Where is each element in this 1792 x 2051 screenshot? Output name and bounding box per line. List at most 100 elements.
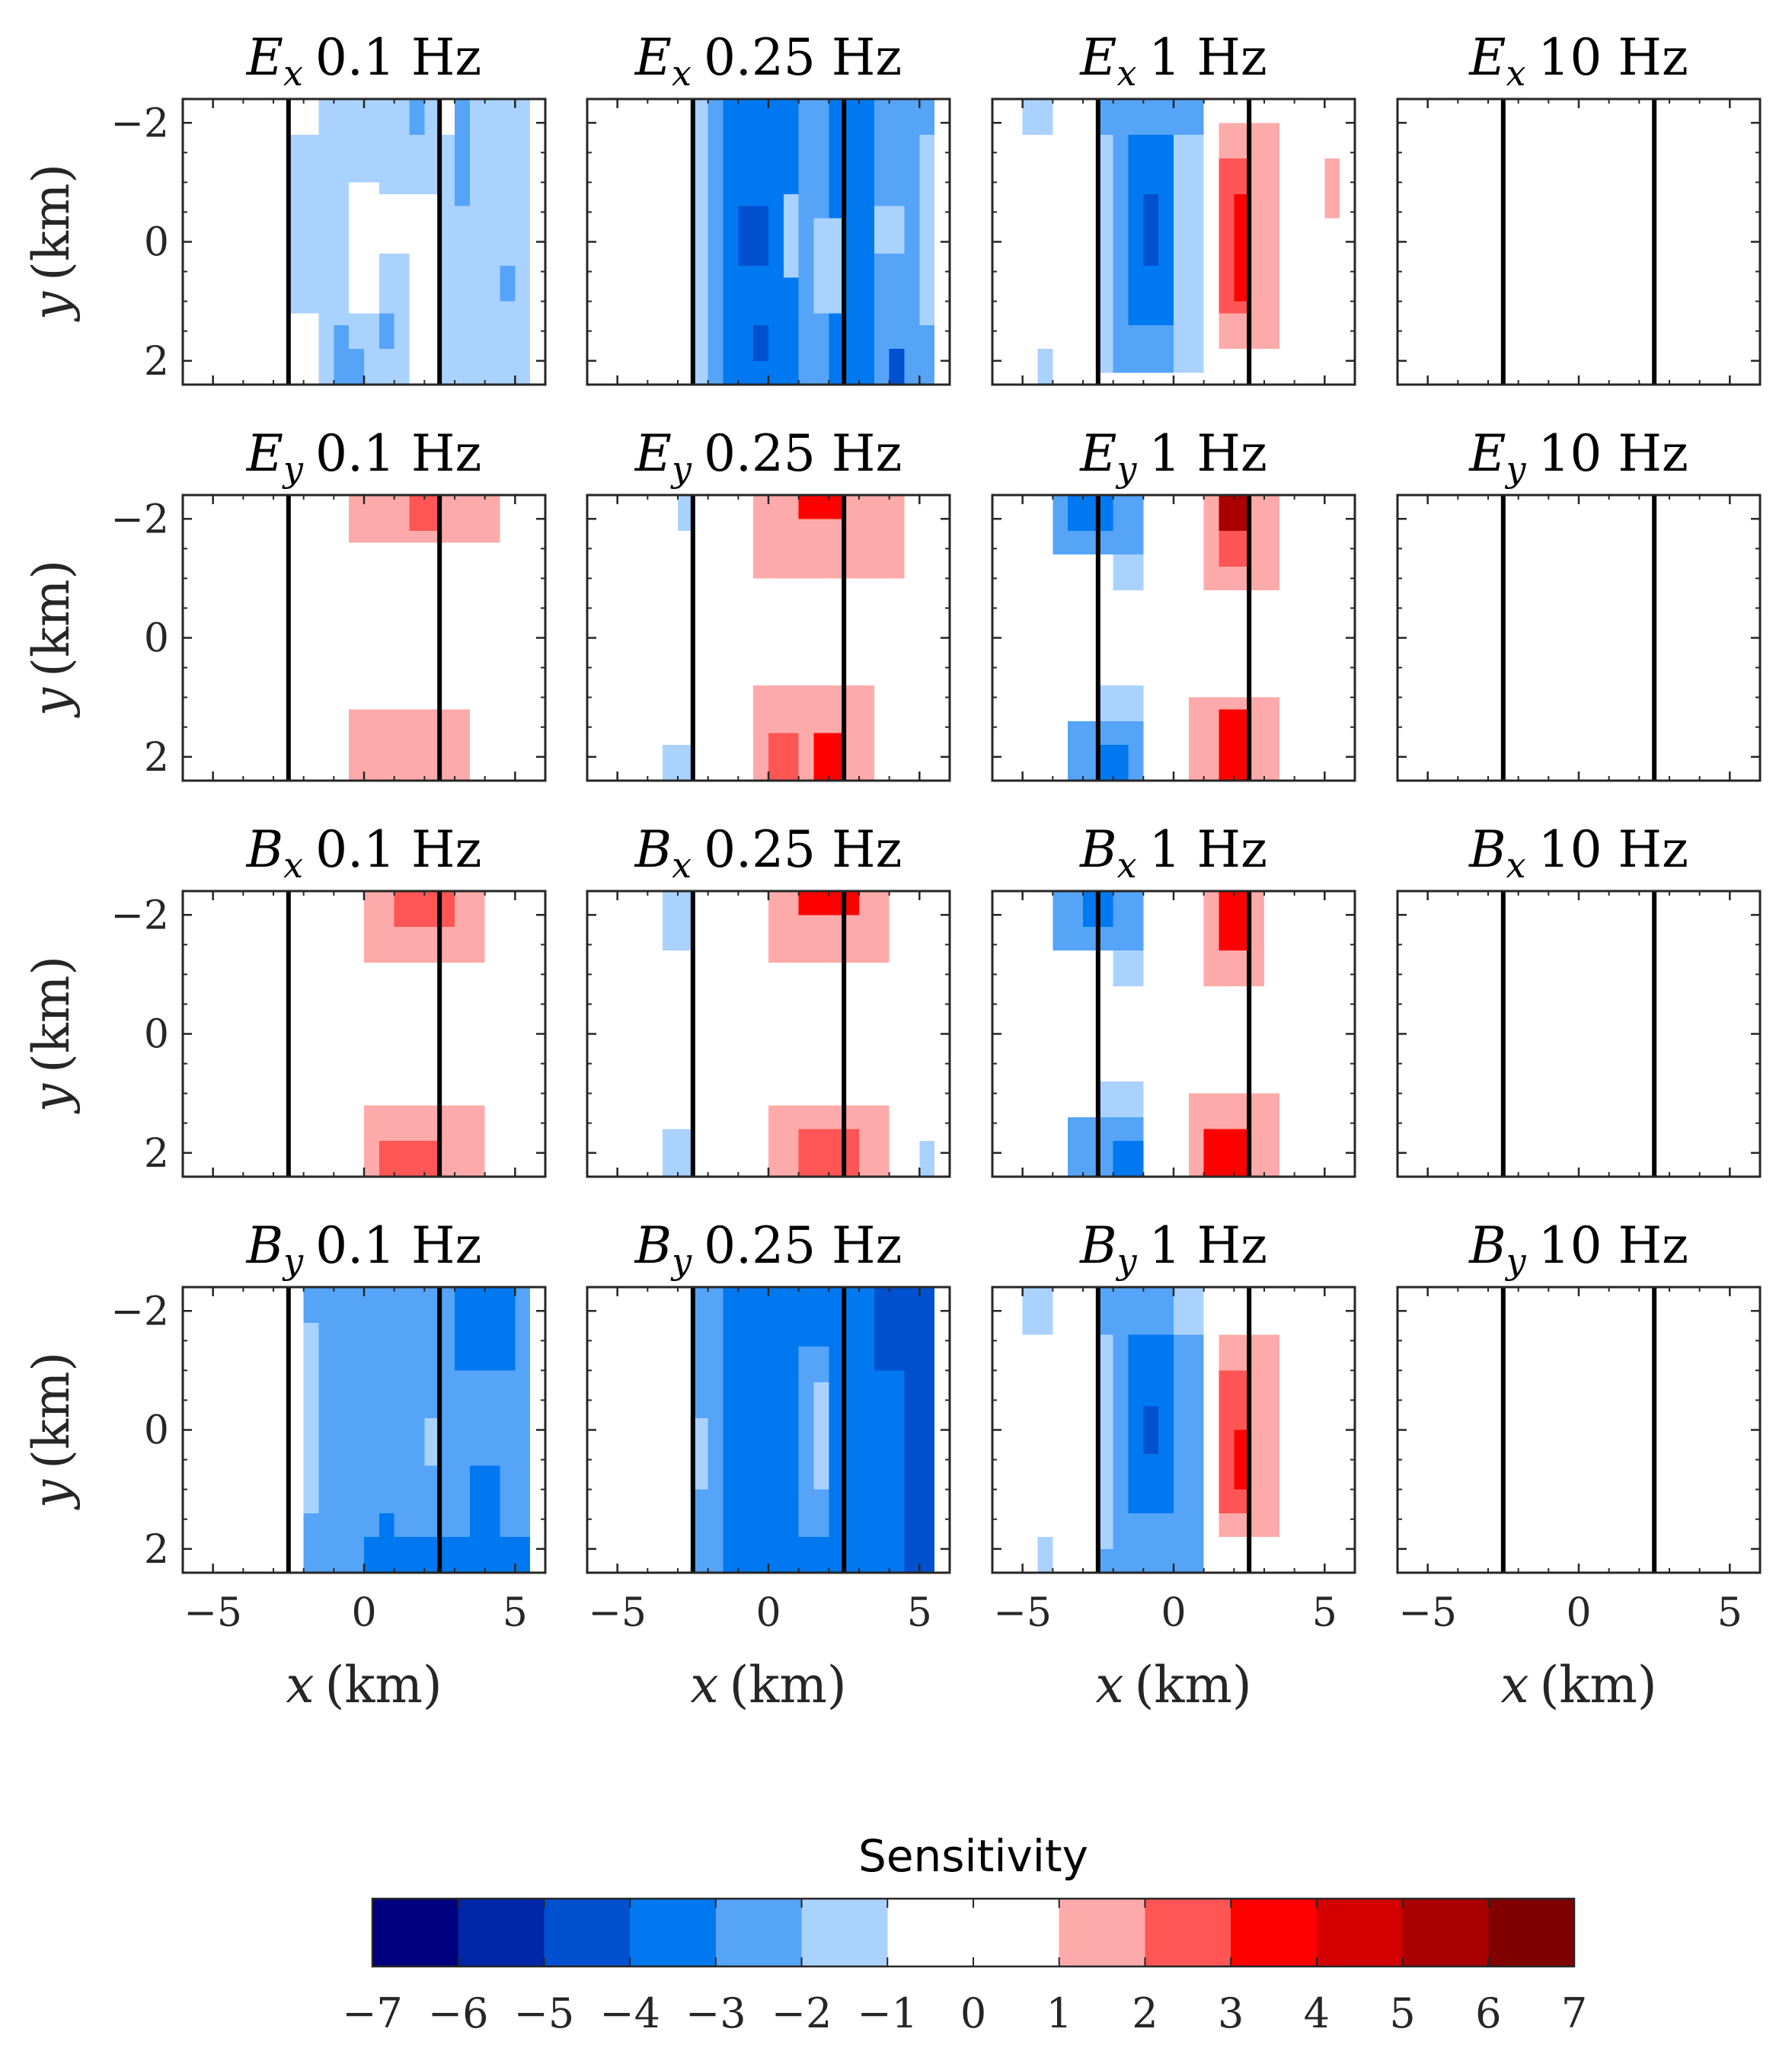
heatmap-cell	[409, 99, 425, 135]
heatmap-cell	[1143, 1406, 1159, 1454]
panel-title: By 1 Hz	[1079, 1216, 1267, 1282]
plot-background	[1398, 495, 1760, 781]
heatmap-cell	[379, 313, 394, 350]
heatmap-cell	[738, 206, 768, 266]
panel-title: Ey 1 Hz	[1079, 424, 1267, 490]
colorbar-segment	[1316, 1899, 1404, 1966]
panel-title-frequency: 0.25 Hz	[704, 28, 902, 87]
heatmap-cell	[1097, 1081, 1144, 1117]
panel-Ex-1Hz: Ex 1 Hz	[991, 28, 1356, 386]
heatmap-cell	[424, 1417, 440, 1466]
y-tick-label: 2	[144, 1131, 169, 1177]
heatmap-cell	[1097, 1334, 1113, 1549]
x-tick-label: 0	[755, 1590, 781, 1636]
x-axis-label: x (km)	[1500, 1656, 1656, 1714]
heatmap-cells	[349, 495, 500, 781]
panel-title-frequency: 0.25 Hz	[704, 424, 902, 483]
panel-title-component: x	[672, 53, 692, 94]
colorbar-tick-label: 1	[1046, 1989, 1072, 2037]
panel-title-frequency: 1 Hz	[1149, 1216, 1267, 1275]
heatmap-cell	[663, 1129, 693, 1177]
heatmap-cell	[813, 733, 845, 781]
panel-title-frequency: 0.1 Hz	[315, 820, 481, 879]
panel-title-component: y	[670, 449, 692, 490]
colorbar-segment	[458, 1899, 545, 1966]
heatmap-cell	[1219, 891, 1250, 951]
heatmap-cells	[663, 891, 935, 1177]
heatmap-cells	[364, 891, 485, 1177]
colorbar: −7 −6 −5 −4 −3 −2 −1 0 1 2 3 4 5 6 7 Sensitivity	[342, 1830, 1587, 2037]
x-tick-label: −5	[588, 1590, 647, 1636]
heatmap-cell	[379, 1141, 440, 1177]
heatmap-cell	[1174, 134, 1204, 373]
panel-Bx-10Hz: Bx 10 Hz	[1396, 820, 1762, 1178]
y-tick-label: −2	[110, 497, 169, 542]
heatmap-cell	[500, 265, 516, 302]
colorbar-segment	[1231, 1899, 1318, 1966]
panel-Ey-1Hz: Ey 1 Hz	[991, 424, 1356, 782]
heatmap-cell	[1219, 495, 1250, 531]
panel-title-field: E	[246, 424, 283, 483]
heatmap-cell	[349, 182, 379, 325]
y-axis-label: y (km)	[22, 164, 81, 322]
heatmap-cell	[1324, 158, 1340, 219]
y-tick-label: 0	[144, 616, 169, 662]
colorbar-tick-label: −6	[428, 1989, 489, 2037]
x-axis-label: x (km)	[286, 1656, 442, 1714]
panel-Bx-0p25Hz: Bx 0.25 Hz	[586, 820, 951, 1178]
heatmap-cell	[1037, 1537, 1053, 1573]
heatmap-cell	[753, 324, 768, 361]
panel-title-frequency: 0.25 Hz	[704, 820, 902, 879]
plot-background	[1398, 1287, 1760, 1573]
y-tick-label: 0	[144, 1012, 169, 1058]
x-axis-label-var: x	[690, 1656, 718, 1714]
heatmap-cell	[334, 324, 350, 385]
colorbar-segment	[1402, 1899, 1489, 1966]
y-tick-label: 2	[144, 339, 169, 385]
panel-title-field: E	[1468, 28, 1506, 87]
panel-title: Ex 10 Hz	[1468, 28, 1688, 94]
panel-title: By 0.1 Hz	[246, 1216, 482, 1282]
heatmap-cell	[1068, 495, 1113, 531]
panel-title: Ey 0.25 Hz	[634, 424, 902, 490]
x-axis-label-unit: (km)	[325, 1656, 442, 1714]
heatmap-cell	[455, 99, 470, 135]
heatmap-cell	[1113, 1141, 1144, 1177]
heatmap-cell	[798, 1129, 859, 1177]
heatmap-cells	[692, 1287, 935, 1573]
heatmap-cell	[288, 1287, 304, 1573]
heatmap-cell	[919, 134, 935, 325]
heatmap-cell	[783, 194, 799, 278]
heatmap-cells	[663, 495, 905, 781]
panel-title-component: y	[282, 1241, 304, 1282]
panel-title-component: x	[1117, 845, 1137, 886]
heatmap-cell	[1097, 685, 1144, 721]
panel-title-field: E	[1468, 424, 1506, 483]
heatmap-cell	[1234, 1430, 1250, 1490]
colorbar-tick-label: 6	[1475, 1989, 1501, 2037]
heatmap-cell	[455, 1287, 516, 1371]
y-tick-label: 0	[144, 1408, 169, 1454]
panel-title: Bx 0.25 Hz	[634, 820, 902, 886]
y-axis-label-var: y	[22, 291, 81, 322]
colorbar-segment	[1059, 1899, 1145, 1966]
heatmap-cell	[1219, 709, 1250, 781]
panel-title-component: x	[1116, 53, 1136, 94]
heatmap-cell	[1113, 950, 1144, 986]
heatmap-cell	[349, 349, 364, 385]
colorbar-tick-label: −7	[342, 1989, 403, 2037]
colorbar-tick-label: 0	[960, 1989, 986, 2037]
heatmap-cell	[1022, 99, 1053, 135]
panel-title-frequency: 1 Hz	[1148, 28, 1267, 87]
x-axis-label-unit: (km)	[1540, 1656, 1657, 1714]
heatmap-cell	[394, 891, 455, 927]
panel-title-component: y	[670, 1241, 692, 1282]
x-tick-label: 5	[503, 1590, 528, 1636]
panel-title-component: x	[672, 845, 692, 886]
heatmap-cell	[469, 1465, 500, 1538]
panel-title-field: B	[634, 1216, 672, 1275]
panel-title: Bx 0.1 Hz	[246, 820, 482, 886]
panel-Ex-0p1Hz: Ex 0.1 Hz −2 0 2 y (km)	[22, 28, 547, 386]
panel-title-frequency: 10 Hz	[1538, 820, 1688, 879]
